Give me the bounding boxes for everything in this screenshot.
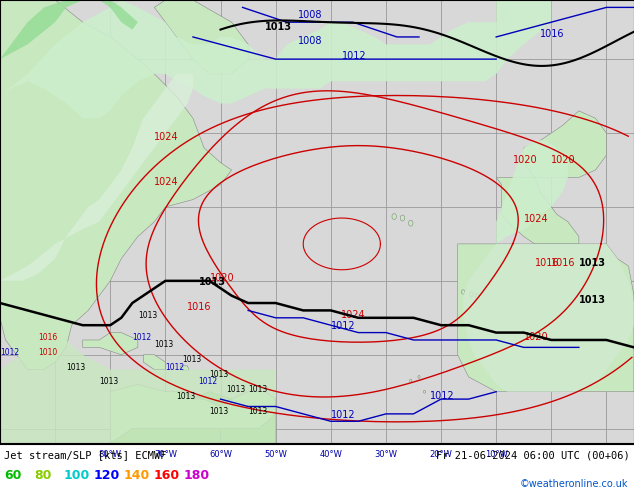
Text: 1013: 1013 bbox=[198, 276, 226, 287]
Circle shape bbox=[392, 214, 396, 220]
Text: 1013: 1013 bbox=[579, 295, 606, 305]
Polygon shape bbox=[110, 384, 276, 443]
Text: Jet stream/SLP [kts] ECMWF: Jet stream/SLP [kts] ECMWF bbox=[4, 451, 167, 461]
Text: ©weatheronline.co.uk: ©weatheronline.co.uk bbox=[519, 479, 628, 489]
Text: 1013: 1013 bbox=[138, 311, 157, 320]
Text: 1012: 1012 bbox=[331, 410, 356, 419]
Text: 1013: 1013 bbox=[226, 385, 245, 393]
Text: 1012: 1012 bbox=[133, 333, 152, 342]
Polygon shape bbox=[458, 244, 634, 392]
Polygon shape bbox=[154, 0, 248, 74]
Polygon shape bbox=[0, 0, 231, 369]
Text: 1012: 1012 bbox=[430, 391, 455, 401]
Text: 1013: 1013 bbox=[100, 377, 119, 386]
Polygon shape bbox=[110, 392, 221, 443]
Text: 80: 80 bbox=[34, 469, 51, 482]
Circle shape bbox=[462, 290, 465, 294]
Polygon shape bbox=[496, 141, 568, 244]
Text: 1012: 1012 bbox=[198, 377, 217, 386]
Text: 1024: 1024 bbox=[340, 310, 365, 320]
Text: 1024: 1024 bbox=[154, 132, 179, 143]
Text: 1013: 1013 bbox=[209, 407, 229, 416]
Text: 60: 60 bbox=[4, 469, 22, 482]
Text: 1012: 1012 bbox=[165, 363, 184, 371]
Text: 100: 100 bbox=[64, 469, 90, 482]
Circle shape bbox=[418, 375, 420, 378]
Circle shape bbox=[470, 292, 473, 296]
Text: 1008: 1008 bbox=[298, 10, 322, 21]
Text: 1016: 1016 bbox=[540, 29, 565, 39]
Text: 1024: 1024 bbox=[154, 177, 179, 187]
Circle shape bbox=[408, 220, 413, 226]
Text: 1013: 1013 bbox=[66, 363, 86, 371]
Text: 1013: 1013 bbox=[264, 22, 292, 31]
Text: 180: 180 bbox=[184, 469, 210, 482]
Text: 1013: 1013 bbox=[248, 385, 268, 393]
Text: 1013: 1013 bbox=[248, 407, 268, 416]
Text: 1020: 1020 bbox=[524, 332, 548, 342]
Text: 1020: 1020 bbox=[552, 155, 576, 165]
Circle shape bbox=[410, 379, 412, 382]
Polygon shape bbox=[0, 0, 138, 59]
Text: 1013: 1013 bbox=[176, 392, 196, 401]
Text: 1016: 1016 bbox=[534, 258, 559, 268]
Text: 1012: 1012 bbox=[0, 348, 19, 357]
Text: 1008: 1008 bbox=[298, 36, 322, 47]
Text: 120: 120 bbox=[94, 469, 120, 482]
Polygon shape bbox=[143, 355, 165, 369]
Text: 140: 140 bbox=[124, 469, 150, 482]
Text: 1013: 1013 bbox=[182, 355, 201, 364]
Text: 1020: 1020 bbox=[209, 273, 234, 283]
Circle shape bbox=[400, 215, 404, 221]
Text: 1012: 1012 bbox=[342, 51, 366, 61]
Polygon shape bbox=[0, 74, 193, 281]
Text: 1013: 1013 bbox=[209, 370, 229, 379]
Text: 1012: 1012 bbox=[331, 321, 356, 331]
Polygon shape bbox=[82, 333, 138, 355]
Polygon shape bbox=[463, 244, 634, 392]
Polygon shape bbox=[110, 392, 276, 443]
Text: 1016: 1016 bbox=[188, 302, 212, 313]
Text: 1010: 1010 bbox=[39, 348, 58, 357]
Circle shape bbox=[424, 390, 425, 393]
Text: 1013: 1013 bbox=[579, 258, 606, 268]
Polygon shape bbox=[0, 0, 552, 118]
Polygon shape bbox=[180, 366, 189, 370]
Text: 1020: 1020 bbox=[513, 155, 538, 165]
Text: 160: 160 bbox=[154, 469, 180, 482]
Text: 1013: 1013 bbox=[154, 341, 174, 349]
Text: 1016: 1016 bbox=[39, 333, 58, 342]
Polygon shape bbox=[0, 340, 276, 443]
Circle shape bbox=[476, 294, 479, 298]
Text: 1024: 1024 bbox=[524, 214, 548, 224]
Text: Fr 21-06-2024 06:00 UTC (00+06): Fr 21-06-2024 06:00 UTC (00+06) bbox=[436, 451, 630, 461]
Polygon shape bbox=[496, 111, 607, 244]
Text: 1016: 1016 bbox=[552, 258, 576, 268]
